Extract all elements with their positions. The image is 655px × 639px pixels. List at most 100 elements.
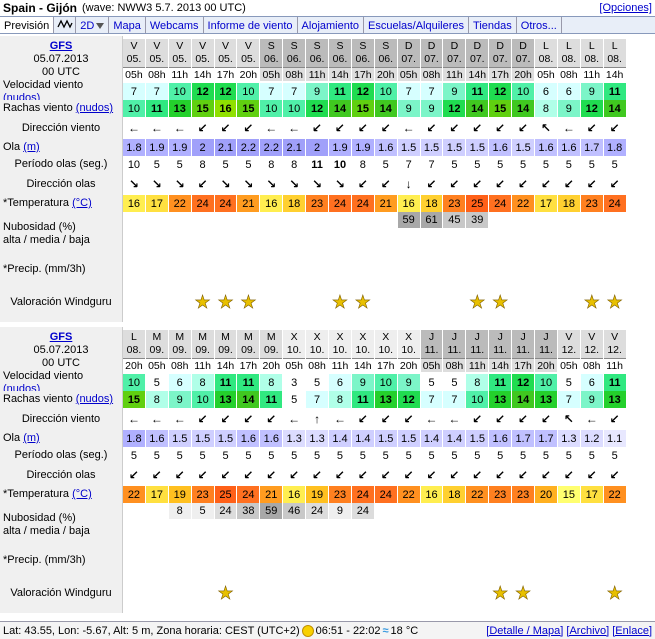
wave-graph-icon	[57, 18, 73, 34]
location-info: Lat: 43.55, Lon: -5.67, Alt: 5 m, Zona h…	[3, 624, 300, 637]
day-date: 06.	[309, 52, 325, 65]
weekday: X	[359, 330, 367, 343]
temp-unit-link[interactable]: (°C)	[72, 197, 92, 209]
precip-cell	[581, 256, 604, 282]
model-link[interactable]: GFS	[49, 40, 73, 52]
wave-dir-cell: ↙	[581, 464, 604, 486]
tab-4[interactable]: Webcams	[146, 17, 204, 33]
wave_dir-label: Dirección olas	[26, 468, 96, 481]
period-label: Período olas (seg.)	[14, 158, 108, 170]
cloud-value	[123, 503, 145, 519]
period-cell: 5	[604, 447, 627, 464]
cloud-cell	[260, 212, 284, 256]
direction-arrow-icon: ↙	[518, 177, 529, 191]
wave-dir-cell: ↙	[443, 173, 467, 195]
wave-cell: 1.9	[329, 139, 352, 156]
day-date: 06.	[378, 52, 394, 65]
wave-unit-link[interactable]: (m)	[23, 432, 40, 444]
tab-0[interactable]: Previsión	[0, 17, 55, 33]
day-box: J 11.	[420, 329, 443, 358]
cloud-cell	[535, 212, 558, 256]
rating-cell	[512, 282, 536, 322]
rating-star-icon: ★	[240, 292, 257, 312]
tab-7[interactable]: Escuelas/Alquileres	[364, 17, 470, 33]
cloud-value	[375, 503, 397, 519]
wind-cell: 5	[145, 374, 169, 391]
day-date: 11.	[516, 343, 530, 356]
wind-dir-cell: ↙	[375, 408, 398, 430]
direction-arrow-icon: ←	[288, 121, 301, 135]
temp-unit-link[interactable]: (°C)	[72, 488, 92, 500]
wind-dir-cell: ←	[398, 117, 421, 139]
direction-arrow-icon: ↘	[266, 177, 277, 191]
archive-link[interactable]: [Archivo]	[566, 624, 610, 637]
wind-dir-cell: ↙	[489, 408, 513, 430]
row-cells: 22 17 19 23 25 24 21 16 19 23 24 24 22 16 18 22 23 23 20 15…	[123, 486, 655, 503]
period-cell: 5	[192, 447, 215, 464]
hour: 20h	[397, 357, 420, 372]
precip-cell	[375, 256, 398, 282]
wind-dir-cell: ↙	[306, 117, 330, 139]
direction-arrow-icon: ↙	[334, 468, 345, 482]
tab-2[interactable]: 2D	[76, 17, 110, 33]
precip-cell	[466, 256, 490, 282]
precip-cell	[443, 256, 467, 282]
weekday: V	[222, 39, 230, 52]
cloud-cell	[146, 503, 169, 547]
wind-dir-cell: ←	[169, 408, 192, 430]
precip-cell	[352, 547, 375, 573]
period-cell: 5	[215, 447, 238, 464]
time-column: M 09. 05h	[145, 327, 169, 374]
tab-1[interactable]	[54, 17, 77, 34]
gust-unit-link[interactable]: (nudos)	[75, 393, 114, 405]
direction-arrow-icon: ←	[425, 412, 438, 426]
period-cell: 10	[329, 156, 352, 173]
cloud-cell: 24	[214, 503, 238, 547]
gust-cell: 8	[329, 391, 352, 408]
day-date: 09.	[195, 343, 210, 356]
row-cells: 1.8 1.9 1.9 2 2.1 2.2 2.2 2.1 2 1.9 1.9 1.6 1.5 1.5 1.…	[123, 139, 655, 156]
precip-cell	[558, 547, 581, 573]
day-box: M 09.	[237, 329, 260, 358]
tab-5[interactable]: Informe de viento	[204, 17, 298, 33]
wind-cell: 11	[603, 374, 627, 391]
tab-9[interactable]: Otros...	[517, 17, 562, 33]
direction-arrow-icon: ↙	[357, 468, 368, 482]
wave-cell: 1.5	[466, 139, 490, 156]
options-link[interactable]: [Opciones]	[599, 2, 652, 14]
weekday: D	[450, 39, 459, 52]
wave-unit-link[interactable]: (m)	[23, 141, 40, 153]
day-box: M 09.	[145, 329, 168, 358]
period-cell: 5	[375, 447, 398, 464]
detail-map-link[interactable]: [Detalle / Mapa]	[486, 624, 564, 637]
wind-cell: 6	[580, 374, 604, 391]
direction-arrow-icon: ↑	[314, 412, 321, 426]
tab-3[interactable]: Mapa	[109, 17, 146, 33]
rating-cell: ★	[215, 282, 238, 322]
cloud-cell: 9	[329, 503, 352, 547]
rating-cell	[535, 573, 558, 613]
precip-cell	[604, 256, 627, 282]
gust-cell: 10	[123, 100, 146, 117]
cloud-value	[512, 212, 534, 228]
wind-cell: 10	[237, 83, 261, 100]
wind-dir-cell: ↙	[535, 408, 558, 430]
gust-unit-link[interactable]: (nudos)	[75, 102, 114, 114]
temp-cell: 18	[557, 195, 581, 212]
hour: 20h	[374, 66, 397, 81]
period-cell: 5	[123, 447, 146, 464]
cloud-cell	[535, 503, 558, 547]
rating-cell	[146, 573, 169, 613]
wind-cell: 11	[603, 83, 627, 100]
tab-6[interactable]: Alojamiento	[298, 17, 365, 33]
precip-cell	[215, 547, 238, 573]
gust-cell: 10	[283, 100, 307, 117]
temp-cell: 22	[466, 486, 490, 503]
gust-cell: 10	[260, 100, 284, 117]
model-link[interactable]: GFS	[49, 331, 73, 343]
period-cell: 5	[146, 156, 169, 173]
tab-8[interactable]: Tiendas	[469, 17, 517, 33]
permalink-link[interactable]: [Enlace]	[612, 624, 652, 637]
wave-dir-cell: ↙	[558, 464, 581, 486]
wave-dir-cell: ↙	[192, 173, 215, 195]
